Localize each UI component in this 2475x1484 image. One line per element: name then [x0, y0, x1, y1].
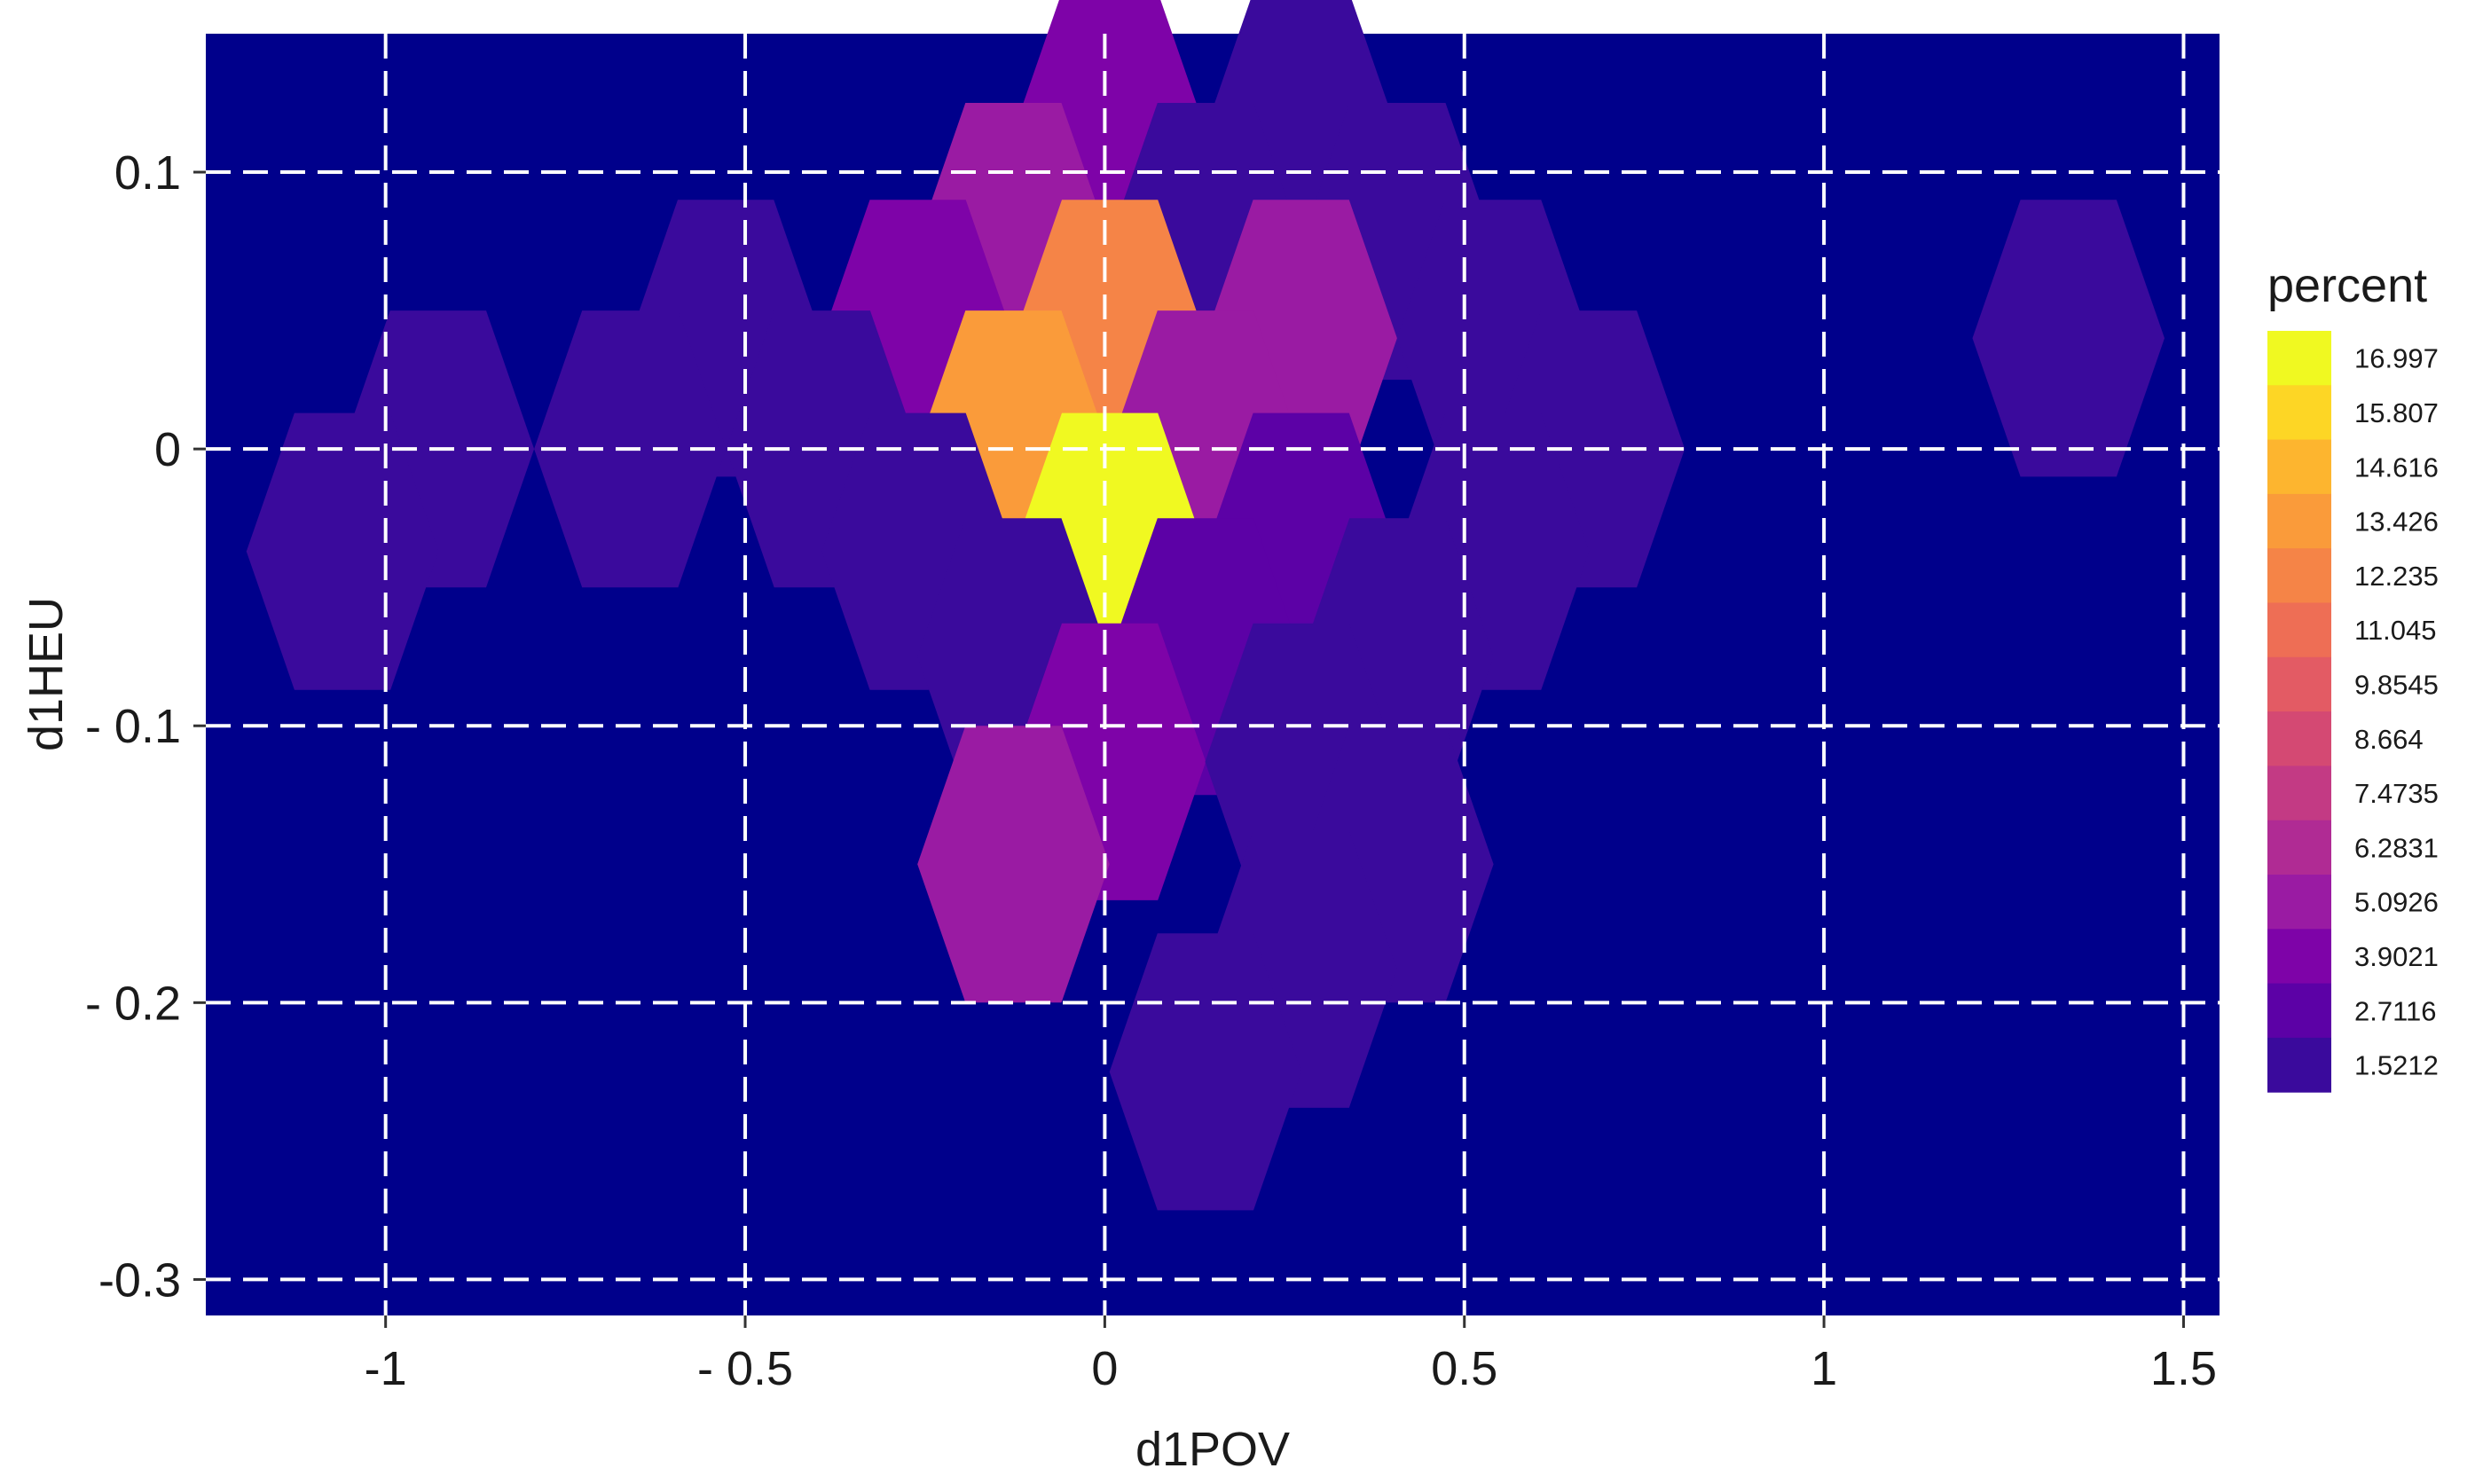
- legend-label-10: 5.0926: [2354, 887, 2439, 918]
- legend-label-9: 6.2831: [2354, 832, 2439, 863]
- x-tick-label-2: 0: [1091, 1342, 1118, 1395]
- x-tick-label-3: 0.5: [1431, 1342, 1497, 1395]
- legend-swatch-3: [2267, 493, 2331, 549]
- legend-swatch-4: [2267, 548, 2331, 603]
- x-tick-label-0: -1: [365, 1342, 407, 1395]
- legend-label-11: 3.9021: [2354, 941, 2439, 972]
- legend-swatch-9: [2267, 820, 2331, 875]
- legend-swatch-10: [2267, 875, 2331, 930]
- hex-bin-27: [917, 726, 1110, 1003]
- y-tick-label-3: - 0.2: [85, 977, 181, 1030]
- y-tick-label-4: -0.3: [98, 1253, 181, 1307]
- x-tick-label-5: 1.5: [2150, 1342, 2217, 1395]
- legend-swatch-7: [2267, 711, 2331, 766]
- legend-label-8: 7.4735: [2354, 778, 2439, 809]
- legend-swatch-5: [2267, 602, 2331, 658]
- y-axis: 0.1 0 - 0.1 - 0.2 -0.3: [85, 146, 206, 1307]
- legend-label-6: 9.8545: [2354, 669, 2439, 700]
- x-tick-label-1: - 0.5: [697, 1342, 793, 1395]
- legend-swatch-13: [2267, 1037, 2331, 1093]
- x-tick-label-4: 1: [1811, 1342, 1837, 1395]
- grid-layer: [206, 34, 2220, 1315]
- legend-label-0: 16.997: [2354, 343, 2439, 374]
- legend-label-13: 1.5212: [2354, 1050, 2439, 1081]
- x-axis-title: d1POV: [1135, 1423, 1290, 1476]
- y-tick-label-0: 0.1: [114, 146, 181, 200]
- x-axis: -1 - 0.5 0 0.5 1 1.5: [365, 1315, 2217, 1395]
- legend-label-2: 14.616: [2354, 451, 2439, 483]
- legend-swatch-1: [2267, 385, 2331, 441]
- legend-label-12: 2.7116: [2354, 995, 2437, 1026]
- y-tick-label-2: - 0.1: [85, 700, 181, 753]
- legend-swatch-0: [2267, 331, 2331, 386]
- legend-label-1: 15.807: [2354, 397, 2439, 428]
- legend-swatch-8: [2267, 766, 2331, 821]
- legend-label-3: 13.426: [2354, 506, 2439, 538]
- legend: percent 16.997 15.807 14.616 13.426 12.235 11…: [2267, 259, 2439, 1093]
- legend-label-5: 11.045: [2354, 615, 2437, 646]
- hex-bin-17: [246, 412, 439, 690]
- hex-bin-10: [1972, 200, 2165, 477]
- legend-swatch-12: [2267, 983, 2331, 1039]
- legend-title: percent: [2267, 259, 2427, 312]
- legend-swatch-2: [2267, 439, 2331, 495]
- y-axis-title: d1HEU: [20, 597, 73, 751]
- legend-swatch-11: [2267, 929, 2331, 985]
- hex-layer: [246, 0, 2165, 1211]
- legend-label-7: 8.664: [2354, 724, 2424, 755]
- legend-swatch-6: [2267, 656, 2331, 712]
- legend-label-4: 12.235: [2354, 561, 2439, 592]
- y-tick-label-1: 0: [154, 423, 181, 476]
